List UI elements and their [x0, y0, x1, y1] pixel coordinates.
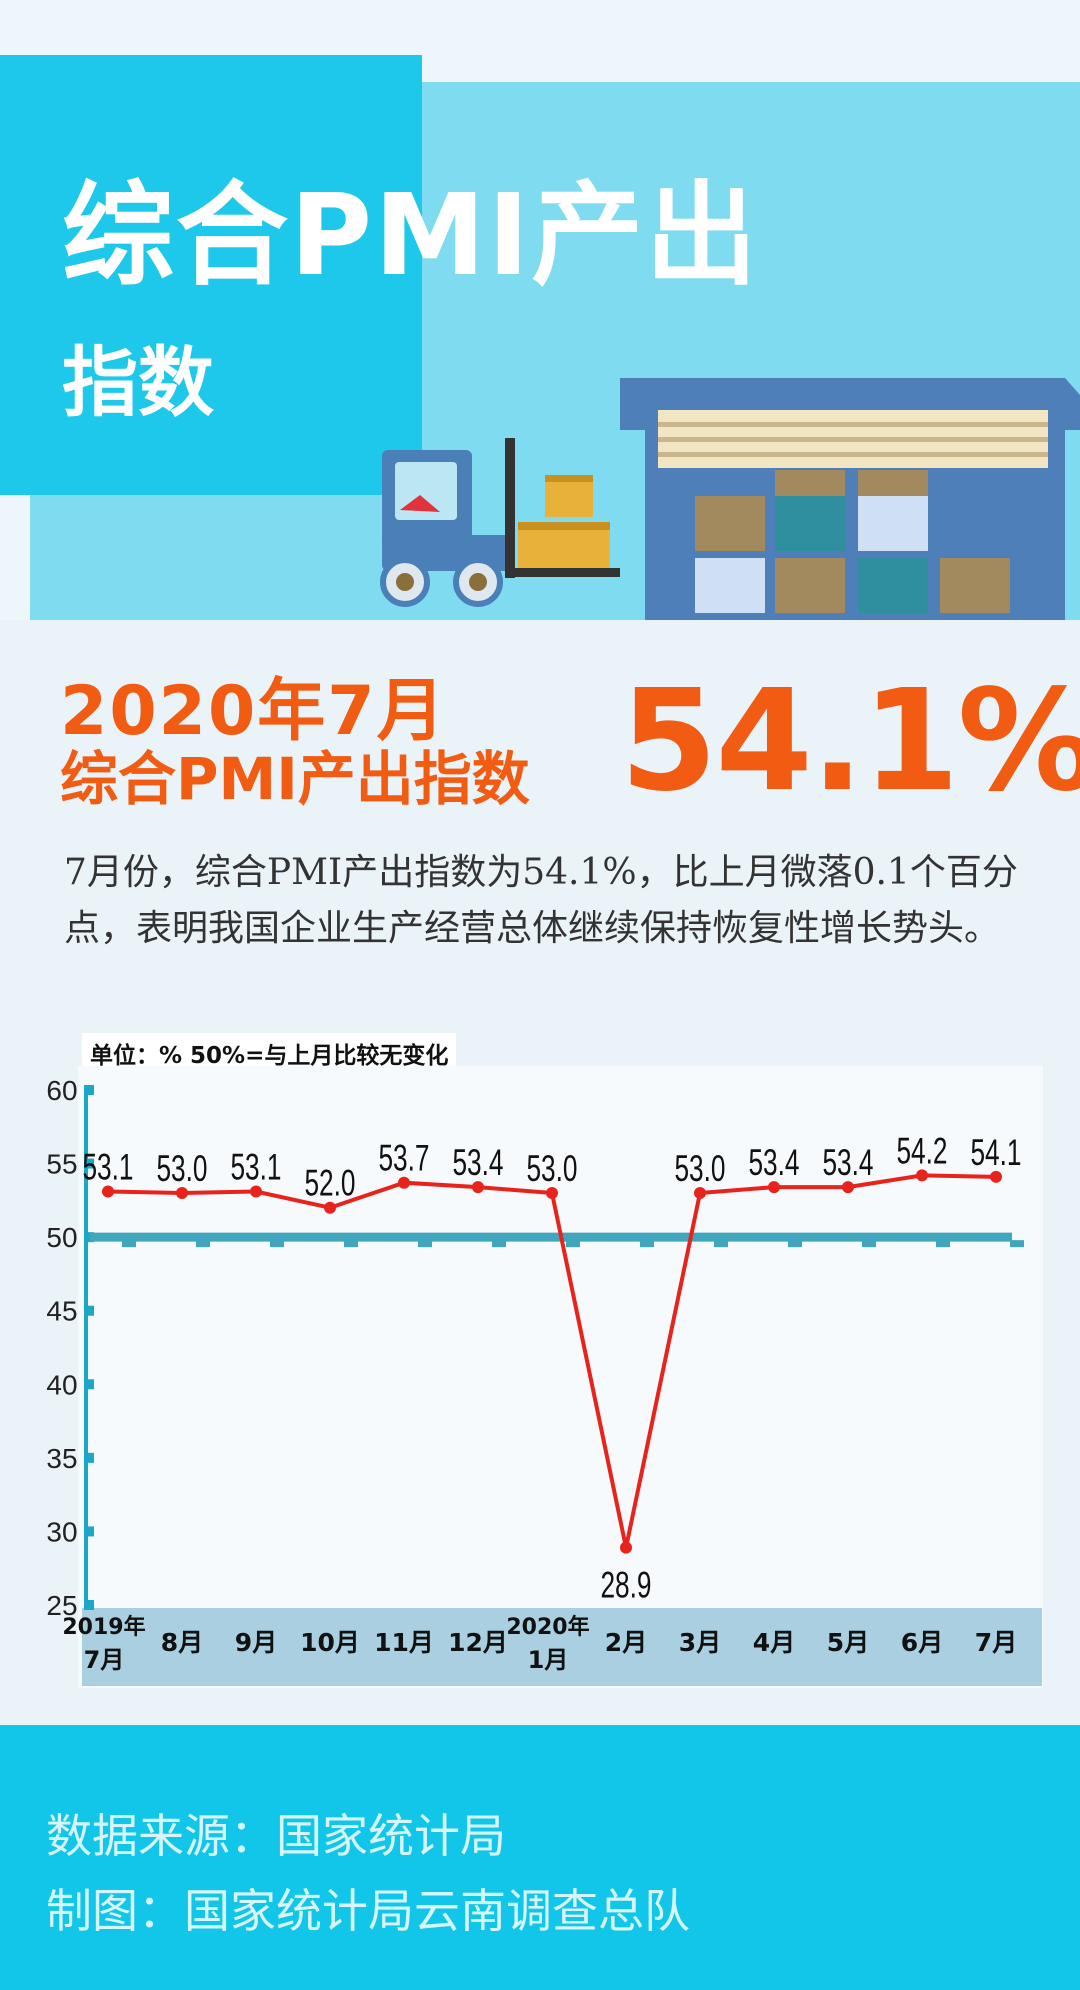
y-tick-label: 60	[46, 1075, 77, 1106]
y-tick-label: 45	[46, 1296, 77, 1327]
data-point	[398, 1176, 410, 1189]
data-label: 53.0	[156, 1148, 207, 1189]
x-tick-label: 8月	[161, 1628, 203, 1657]
x-axis-band	[82, 1608, 1042, 1686]
cargo-boxes-icon	[518, 475, 610, 568]
reference-line-dash	[566, 1240, 580, 1248]
data-point	[990, 1170, 1002, 1183]
page-subtitle: 指数	[62, 338, 214, 427]
x-tick-label: 2月	[605, 1628, 647, 1657]
y-tick-mark	[84, 1452, 94, 1463]
x-tick-label: 6月	[901, 1628, 943, 1657]
data-label: 54.2	[896, 1130, 947, 1171]
y-tick-label: 25	[46, 1590, 77, 1621]
data-label: 28.9	[600, 1564, 651, 1605]
hero-title-box	[0, 55, 422, 495]
x-tick-label-year: 2020年	[506, 1614, 589, 1640]
reference-line-dash	[270, 1240, 284, 1248]
data-point	[620, 1541, 632, 1554]
y-tick-label: 35	[46, 1443, 77, 1474]
data-label: 53.0	[674, 1148, 725, 1189]
x-tick-label: 9月	[235, 1628, 277, 1657]
y-tick-mark	[84, 1600, 94, 1610]
y-tick-label: 50	[46, 1222, 77, 1253]
x-tick-label: 12月	[448, 1628, 508, 1657]
y-tick-mark	[84, 1085, 94, 1095]
x-tick-label: 4月	[753, 1628, 795, 1657]
reference-line-dash	[788, 1240, 802, 1248]
data-label: 53.4	[748, 1142, 799, 1183]
chart-panel	[78, 1066, 1043, 1688]
x-tick-label: 3月	[679, 1628, 721, 1657]
headline-date: 2020年7月	[60, 672, 447, 751]
data-point	[472, 1181, 484, 1194]
data-point	[768, 1181, 780, 1194]
data-label: 54.1	[970, 1131, 1021, 1172]
y-tick-mark	[84, 1526, 94, 1537]
data-point	[546, 1187, 558, 1199]
y-tick-mark	[84, 1305, 94, 1316]
reference-line-dash	[122, 1240, 136, 1248]
data-label: 53.0	[526, 1148, 577, 1189]
headline-indicator: 综合PMI产出指数	[60, 745, 530, 814]
logistics-illustration	[380, 378, 1080, 620]
data-label: 53.4	[452, 1142, 503, 1183]
forklift-icon	[380, 438, 620, 607]
x-tick-label: 7月	[975, 1628, 1017, 1657]
data-label: 53.1	[82, 1146, 133, 1187]
headline-block: 2020年7月 综合PMI产出指数	[60, 675, 530, 811]
y-tick-label: 30	[46, 1516, 77, 1547]
hero-section: 综合PMI产出 指数	[0, 0, 1080, 620]
x-tick-label: 1月	[528, 1646, 569, 1674]
y-tick-mark	[84, 1379, 94, 1390]
x-tick-label-year: 2019年	[62, 1614, 145, 1640]
pmi-line-chart: 25 30 35 40 45 50 55 60 53.1 53.0 53.1 52.0 53.7 53.4…	[46, 1075, 1042, 1686]
x-tick-label: 7月	[84, 1646, 125, 1674]
reference-line-dash	[492, 1240, 506, 1248]
page-title: 综合PMI产出	[62, 171, 760, 301]
data-point	[250, 1185, 262, 1198]
reference-line-dash	[862, 1240, 876, 1248]
reference-line-dash	[418, 1240, 432, 1248]
chart-author: 制图：国家统计局云南调查总队	[46, 1884, 690, 1938]
data-point	[176, 1187, 188, 1199]
x-tick-label: 10月	[300, 1628, 360, 1657]
reference-line-dash	[640, 1240, 654, 1248]
series-line	[107, 1173, 997, 1549]
x-tick-label: 11月	[374, 1628, 434, 1657]
headline-value: 54.1%	[620, 660, 1080, 823]
data-point	[916, 1169, 928, 1182]
reference-line-dash	[936, 1240, 950, 1248]
reference-line-dash	[196, 1240, 210, 1248]
reference-line-dash	[344, 1240, 358, 1248]
warehouse-icon	[620, 378, 1080, 620]
data-point	[842, 1181, 854, 1194]
data-label: 53.1	[230, 1146, 281, 1187]
data-source: 数据来源：国家统计局	[46, 1809, 506, 1863]
data-label: 52.0	[304, 1162, 355, 1203]
y-tick-label: 55	[46, 1149, 77, 1180]
data-point	[324, 1201, 336, 1214]
data-label: 53.4	[822, 1142, 873, 1183]
y-tick-mark	[84, 1232, 94, 1243]
x-tick-label: 5月	[827, 1628, 869, 1657]
data-point	[102, 1185, 114, 1198]
y-tick-mark	[84, 1158, 94, 1169]
reference-line-dash	[714, 1240, 728, 1248]
data-label: 53.7	[378, 1137, 429, 1178]
y-tick-label: 40	[46, 1369, 77, 1400]
footer: 数据来源：国家统计局 制图：国家统计局云南调查总队	[0, 1725, 1080, 1990]
reference-line-dash	[1010, 1240, 1024, 1248]
description-text: 7月份，综合PMI产出指数为54.1%，比上月微落0.1个百分点，表明我国企业生…	[64, 852, 1018, 949]
data-point	[694, 1187, 706, 1199]
